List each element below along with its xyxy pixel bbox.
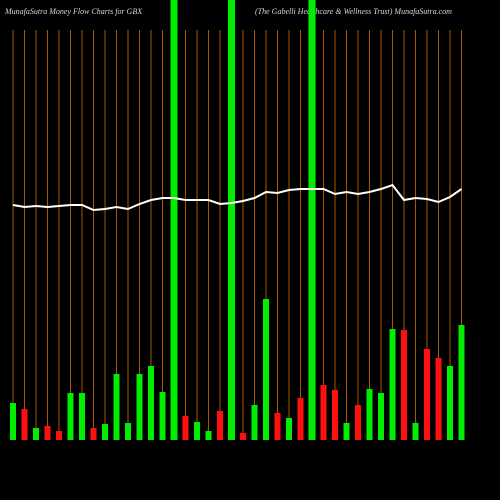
- bar: [343, 423, 350, 440]
- bar: [159, 392, 166, 440]
- bar: [297, 398, 304, 440]
- bar: [102, 424, 108, 440]
- bar: [136, 374, 143, 440]
- bar: [90, 428, 97, 440]
- bar: [125, 423, 131, 440]
- bar: [274, 413, 281, 440]
- bar: [217, 411, 223, 440]
- bar: [240, 433, 246, 440]
- bar: [332, 390, 338, 440]
- bar: [308, 0, 316, 440]
- bar: [228, 0, 235, 440]
- bar: [67, 393, 74, 440]
- bar: [33, 428, 39, 440]
- bar: [205, 431, 212, 440]
- bar: [458, 325, 465, 440]
- bar: [355, 405, 361, 440]
- bar: [263, 299, 269, 440]
- bar: [401, 330, 407, 440]
- bar: [320, 385, 327, 440]
- bar: [44, 426, 51, 440]
- chart-title: MunafaSutra Money Flow Charts for GBX: [4, 7, 143, 16]
- bar: [10, 403, 16, 440]
- bar: [21, 409, 28, 440]
- bar: [378, 393, 384, 440]
- bar: [56, 431, 62, 440]
- bar: [366, 389, 373, 440]
- bar: [412, 423, 419, 440]
- bar: [251, 405, 258, 440]
- bar: [424, 349, 430, 440]
- bar: [435, 358, 442, 440]
- bar: [194, 422, 200, 440]
- bar: [148, 366, 154, 440]
- bar: [286, 418, 292, 440]
- bar: [113, 374, 120, 440]
- bar: [79, 393, 85, 440]
- bar: [170, 0, 178, 440]
- bar: [182, 416, 189, 440]
- chart-subtitle: (The Gabelli Healthcare & Wellness Trust…: [255, 7, 452, 16]
- bar: [447, 366, 453, 440]
- bar: [389, 329, 396, 440]
- price-line: [12, 183, 463, 212]
